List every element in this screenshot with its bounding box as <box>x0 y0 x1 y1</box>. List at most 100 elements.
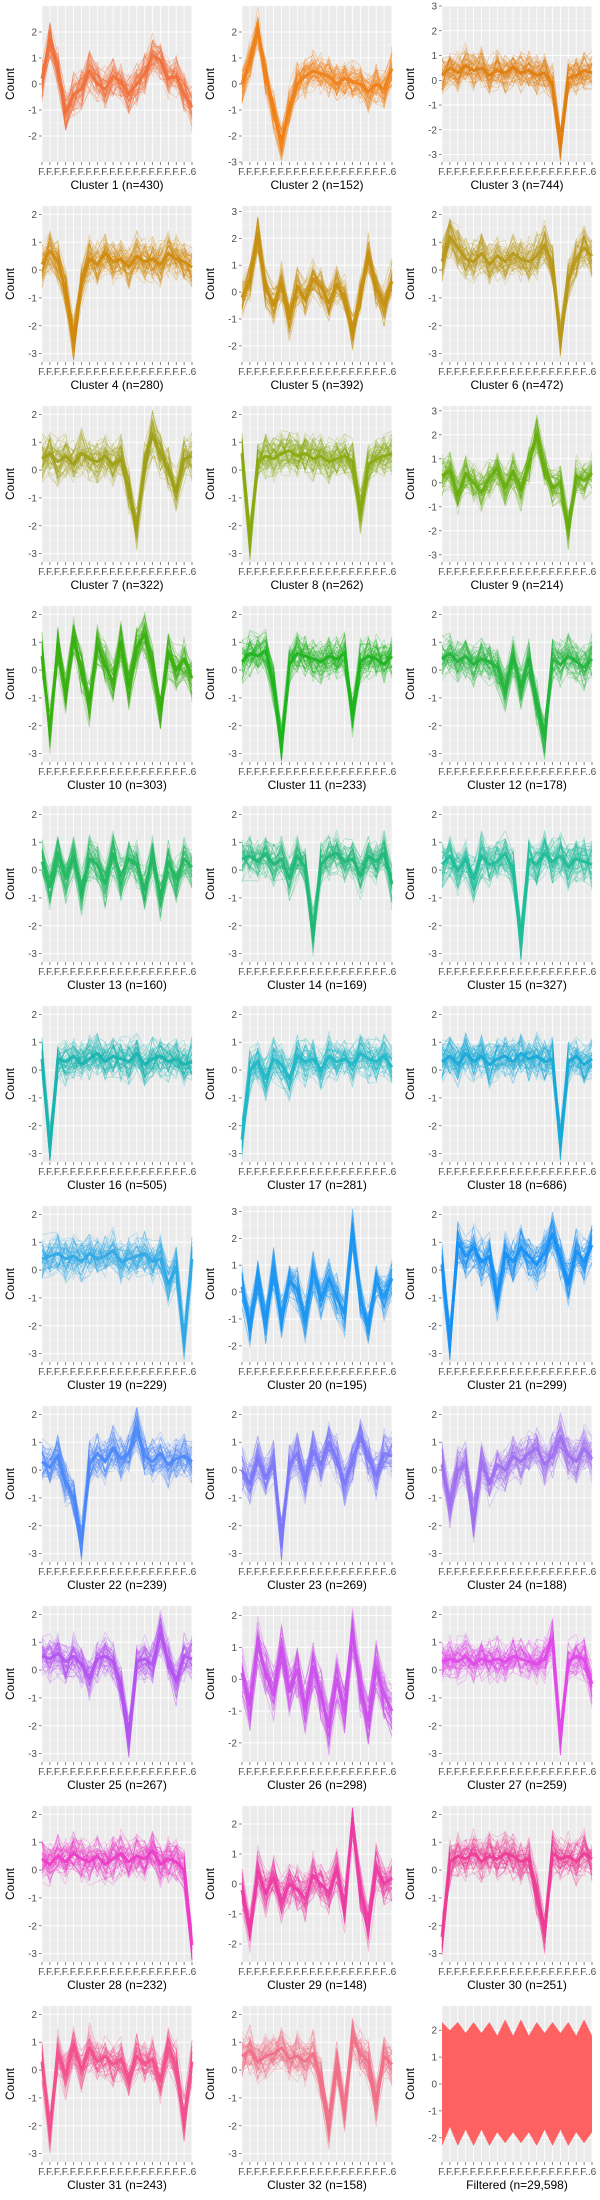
series-line <box>241 1424 393 1561</box>
y-tick-label: 2 <box>231 234 237 245</box>
x-tick-label: F. <box>246 1167 254 1178</box>
x-tick-label: F. <box>149 1767 157 1778</box>
x-tick-label: F. <box>357 767 365 778</box>
x-tick-label: F. <box>246 167 254 178</box>
x-tick-label: F. <box>557 367 565 378</box>
series-line-center <box>440 1435 594 1522</box>
x-tick-label: F. <box>517 367 525 378</box>
y-axis-label: Count <box>403 1267 417 1300</box>
x-tick-label: F. <box>372 1967 380 1978</box>
x-tick-label: F. <box>509 1167 517 1178</box>
series-line <box>241 1807 393 1927</box>
x-tick-label: F. <box>357 1367 365 1378</box>
series-line <box>241 2028 393 2136</box>
x-tick-label: F. <box>349 1967 357 1978</box>
y-tick-label: -3 <box>28 1349 37 1360</box>
x-tick-label: F. <box>341 1767 349 1778</box>
x-tick-label: F. <box>141 767 149 778</box>
x-tick-label: F. <box>309 1167 317 1178</box>
x-tick-label: F. <box>70 1767 78 1778</box>
x-tick-label: F. <box>270 1367 278 1378</box>
series-line <box>441 1844 593 1951</box>
series-line <box>441 54 593 131</box>
series-line <box>241 217 393 350</box>
y-tick-label: -1 <box>28 493 37 504</box>
x-tick-label: F. <box>133 567 141 578</box>
x-tick-label: F. <box>285 1367 293 1378</box>
x-tick-label: .6 <box>588 567 597 578</box>
series-line <box>241 1229 393 1336</box>
series-line <box>41 1436 193 1540</box>
x-tick-label: F. <box>172 1567 180 1578</box>
x-tick-label: F. <box>46 167 54 178</box>
series-line <box>241 2025 393 2139</box>
series-line <box>41 45 193 114</box>
x-tick-label: F. <box>462 1367 470 1378</box>
x-tick-label: F. <box>454 367 462 378</box>
series-line <box>241 1046 393 1148</box>
series-line <box>441 633 593 730</box>
x-tick-label: F. <box>70 1367 78 1378</box>
x-tick-label: F. <box>557 1967 565 1978</box>
y-axis-label: Count <box>3 1067 17 1100</box>
series-line <box>441 645 593 723</box>
y-tick-label: 2 <box>31 1210 37 1221</box>
x-tick-label: F. <box>525 567 533 578</box>
series-line <box>441 1422 593 1511</box>
series-line <box>441 1834 593 1935</box>
x-tick-label: F. <box>133 767 141 778</box>
x-tick-label: F. <box>164 167 172 178</box>
x-tick-label: F. <box>317 567 325 578</box>
y-tick-label: -2 <box>428 526 437 537</box>
x-tick-label: F. <box>254 767 262 778</box>
x-tick-label: F. <box>109 567 117 578</box>
series-line <box>441 635 593 758</box>
x-tick-label: F. <box>317 1567 325 1578</box>
y-tick-label: 2 <box>431 810 437 821</box>
series-line <box>41 1041 193 1161</box>
x-tick-label: F. <box>254 1967 262 1978</box>
x-tick-label: F. <box>93 767 101 778</box>
x-tick-label: F. <box>533 1567 541 1578</box>
series-bundle <box>440 1411 594 1543</box>
x-tick-label: F. <box>541 367 549 378</box>
cluster-panel: -3 -2 -1 0 1 2 F. F. F. F. F. F. F. F. F. F. F. F. F. F. F. F… <box>200 800 400 1000</box>
series-line <box>41 1237 193 1337</box>
x-tick-label: F. <box>46 1367 54 1378</box>
series-line <box>41 1833 193 1961</box>
series-line <box>41 2031 193 2123</box>
x-tick-label: F. <box>470 1767 478 1778</box>
series-line <box>41 1845 193 1932</box>
x-tick-label: F. <box>470 1167 478 1178</box>
series-line <box>41 1417 193 1539</box>
x-tick-label: F. <box>101 767 109 778</box>
x-tick-label: F. <box>357 1767 365 1778</box>
series-line <box>241 432 393 535</box>
x-tick-label: F. <box>533 1367 541 1378</box>
y-tick-label: -2 <box>28 921 37 932</box>
x-tick-label: F. <box>62 1367 70 1378</box>
x-tick-label: F. <box>278 1567 286 1578</box>
y-tick-label: -3 <box>228 1149 237 1160</box>
x-tick-label: F. <box>54 1367 62 1378</box>
series-line <box>41 2041 193 2130</box>
x-tick-label: F. <box>493 967 501 978</box>
series-bundle <box>41 1226 194 1361</box>
series-line <box>241 2025 393 2115</box>
x-tick-label: F. <box>549 767 557 778</box>
series-bundle <box>440 1211 594 1361</box>
cluster-title: Cluster 19 (n=229) <box>67 1378 167 1392</box>
x-tick-label: F. <box>501 1567 509 1578</box>
x-tick-label: F. <box>533 1767 541 1778</box>
y-tick-label: 2 <box>31 1010 37 1021</box>
series-line <box>41 32 193 107</box>
series-line <box>241 1813 393 1933</box>
y-tick-label: 0 <box>31 80 37 91</box>
y-tick-label: -1 <box>228 893 237 904</box>
y-tick-label: 1 <box>431 238 437 249</box>
series-line <box>441 1228 593 1334</box>
x-tick-label: F. <box>254 367 262 378</box>
series-line <box>41 1418 193 1539</box>
series-line <box>41 1044 193 1161</box>
